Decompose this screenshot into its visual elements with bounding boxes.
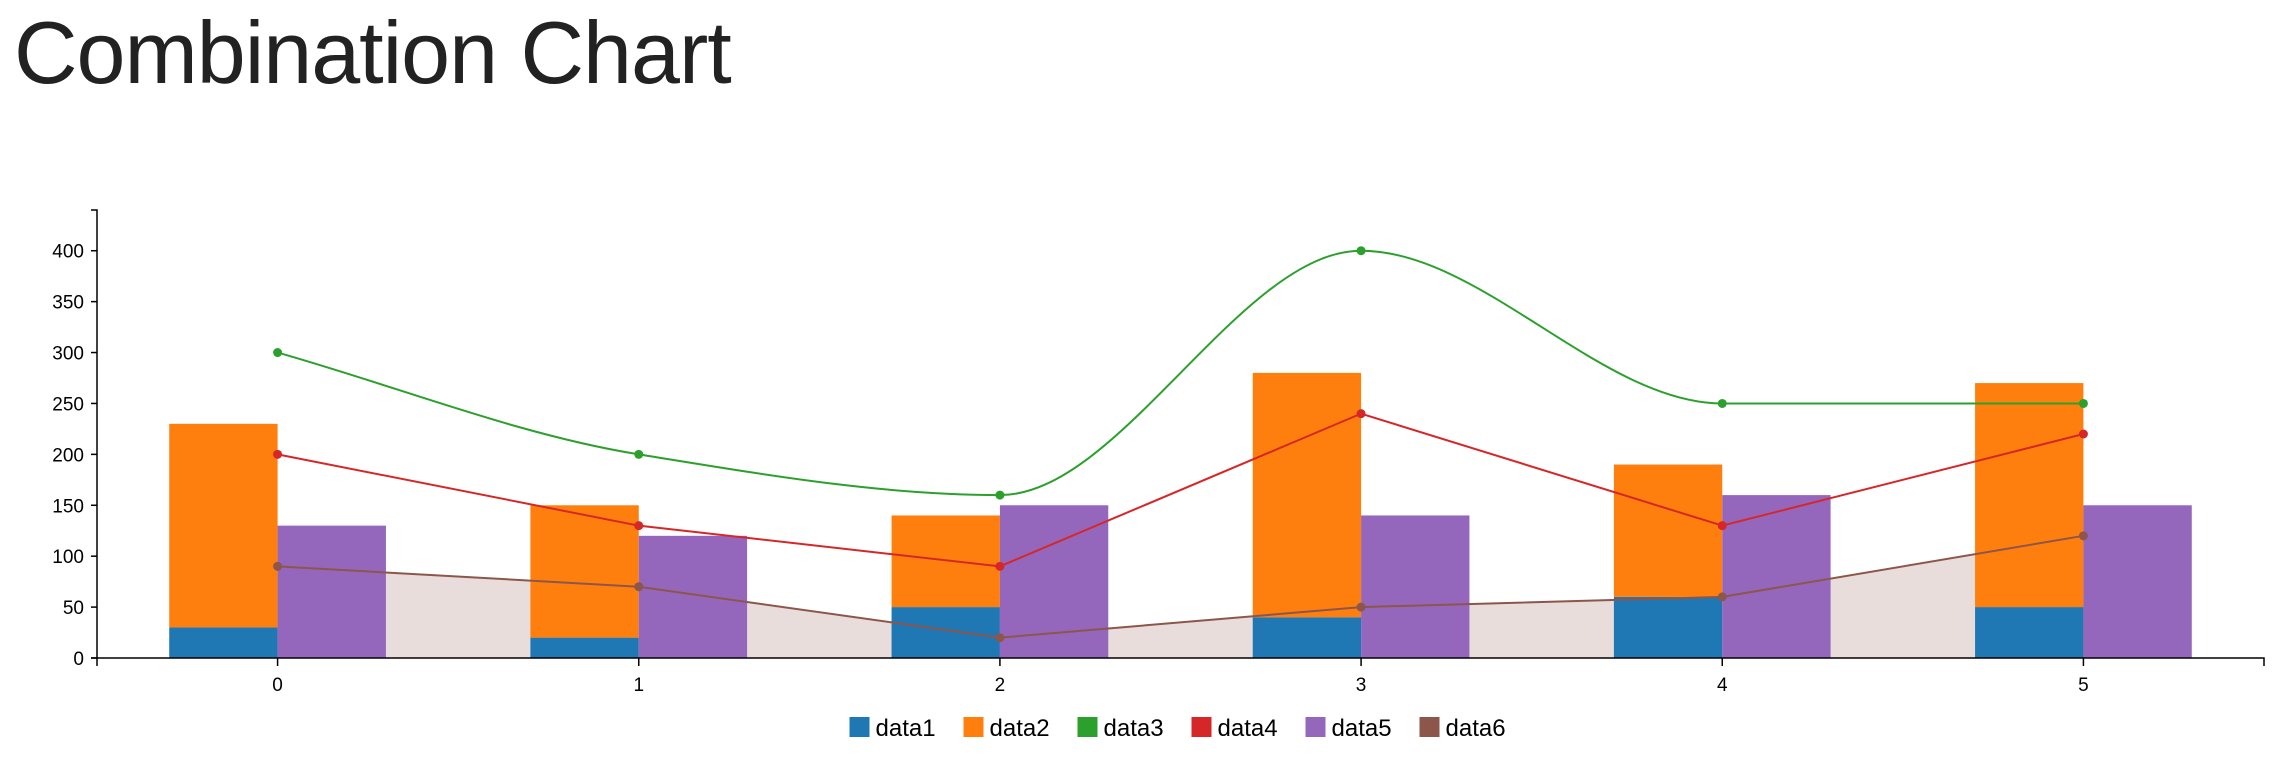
x-tick-5: 5 [2078, 658, 2089, 696]
bar-data1-5 [1975, 607, 2084, 658]
point-data6-2 [995, 633, 1005, 643]
line-data3 [277, 249, 2084, 497]
legend-swatch-data1 [849, 717, 870, 737]
point-data4-4 [1717, 521, 1727, 531]
bar-data1-0 [169, 627, 278, 658]
y-tick-label: 150 [52, 496, 84, 517]
bar-data2-5 [1975, 383, 2084, 608]
y-tick-50: 50 [63, 598, 97, 619]
legend-swatch-data2 [963, 717, 984, 737]
line-data4 [277, 412, 2084, 568]
legend-swatch-data3 [1077, 717, 1098, 737]
bar-data2-4 [1613, 464, 1723, 597]
y-tick-label: 350 [52, 293, 84, 314]
y-tick-label: 50 [63, 598, 84, 619]
point-data3-5 [2078, 398, 2088, 408]
x-tick-2: 2 [995, 658, 1006, 696]
y-tick-label: 250 [52, 394, 84, 415]
point-layer [273, 246, 2088, 643]
x-tick-1: 1 [633, 658, 644, 696]
legend-swatch-data4 [1191, 717, 1212, 737]
x-tick-3: 3 [1356, 658, 1367, 696]
y-tick-label: 200 [52, 445, 84, 466]
y-tick-100: 100 [52, 547, 97, 568]
x-tick-label: 4 [1717, 675, 1728, 696]
y-tick-200: 200 [52, 445, 97, 466]
bar-data5-3 [1361, 515, 1470, 658]
bar-data1-4 [1613, 596, 1723, 658]
point-data4-2 [995, 561, 1005, 571]
x-tick-0: 0 [272, 658, 283, 696]
point-data4-0 [273, 449, 283, 459]
bar-data2-2 [891, 515, 1000, 608]
point-data3-2 [995, 490, 1005, 500]
legend-swatch-data6 [1419, 717, 1440, 737]
legend-label-data6: data6 [1446, 715, 1506, 742]
y-tick-350: 350 [52, 293, 97, 314]
legend-item-data6: data6 [1419, 715, 1506, 742]
bar-data1-3 [1252, 617, 1362, 658]
y-tick-400: 400 [52, 242, 97, 263]
x-tick-4: 4 [1717, 658, 1728, 696]
bar-data5-5 [2083, 505, 2192, 658]
legend-label-data5: data5 [1332, 715, 1392, 742]
point-data6-4 [1717, 592, 1727, 602]
bar-data2-0 [169, 423, 278, 628]
legend-swatch-data5 [1305, 717, 1326, 737]
point-data3-4 [1717, 398, 1727, 408]
legend-label-data4: data4 [1218, 715, 1278, 742]
bar-data2-3 [1252, 372, 1362, 618]
legend-item-data4: data4 [1191, 715, 1278, 742]
x-tick-label: 0 [272, 675, 283, 696]
legend-label-data1: data1 [876, 715, 936, 742]
x-axis: 0 1 2 3 4 5 [96, 657, 2265, 696]
bar-data5-4 [1722, 495, 1831, 658]
y-tick-label: 100 [52, 547, 84, 568]
x-tick-label: 3 [1356, 675, 1367, 696]
point-data4-1 [634, 521, 644, 531]
point-data3-1 [634, 449, 644, 459]
point-data3-3 [1356, 246, 1366, 256]
bar-data5-0 [277, 525, 386, 658]
bar-data1-1 [530, 637, 639, 658]
legend-label-data3: data3 [1104, 715, 1164, 742]
point-data6-5 [2078, 531, 2088, 541]
page-title: Combination Chart [14, 3, 732, 102]
bar-data5-1 [638, 535, 748, 658]
y-tick-250: 250 [52, 394, 97, 415]
legend: data1 data2 data3 data4 data5 data6 [849, 715, 1506, 742]
legend-item-data5: data5 [1305, 715, 1392, 742]
legend-item-data3: data3 [1077, 715, 1164, 742]
x-tick-label: 1 [633, 675, 644, 696]
y-tick-label: 300 [52, 344, 84, 365]
y-tick-label: 400 [52, 242, 84, 263]
x-tick-label: 5 [2078, 675, 2089, 696]
legend-item-data1: data1 [849, 715, 936, 742]
y-tick-300: 300 [52, 344, 97, 365]
bar-layer [169, 372, 2192, 658]
line-layer [277, 249, 2084, 639]
point-data3-0 [273, 348, 283, 358]
bar-data1-2 [891, 607, 1000, 658]
y-axis: 0 50 100 150 200 250 300 350 400 [52, 209, 98, 670]
y-tick-0: 0 [73, 649, 97, 670]
point-data4-3 [1356, 409, 1366, 419]
x-tick-label: 2 [995, 675, 1006, 696]
y-tick-label: 0 [73, 649, 84, 670]
y-tick-150: 150 [52, 496, 97, 517]
y-axis-line [91, 209, 98, 659]
point-data6-3 [1356, 602, 1366, 612]
legend-item-data2: data2 [963, 715, 1050, 742]
legend-label-data2: data2 [990, 715, 1050, 742]
point-data4-5 [2078, 429, 2088, 439]
line-data6 [277, 534, 2084, 639]
x-axis-line [96, 657, 2265, 666]
bar-data2-1 [530, 505, 639, 638]
point-data6-1 [634, 582, 644, 592]
point-data6-0 [273, 561, 283, 571]
